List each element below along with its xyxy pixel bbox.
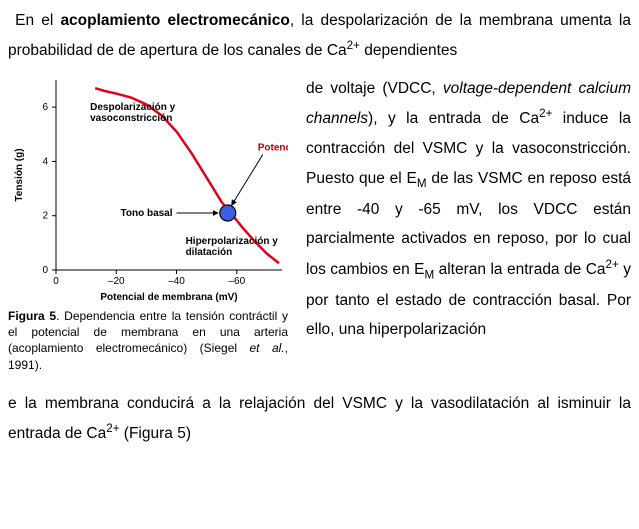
svg-text:Tono basal: Tono basal	[120, 208, 172, 219]
svg-text:0: 0	[42, 265, 48, 276]
svg-text:2: 2	[42, 211, 48, 222]
figure-5: 0 2 4 6 0 –20 –40 –60 Potencial de membrana (mV)…	[8, 74, 288, 304]
svg-text:–20: –20	[108, 276, 125, 287]
svg-text:Potencial basal: Potencial basal	[258, 143, 288, 154]
svg-text:–60: –60	[228, 276, 245, 287]
svg-text:vasoconstricción: vasoconstricción	[90, 113, 172, 124]
svg-text:Potencial de membrana (mV): Potencial de membrana (mV)	[100, 292, 237, 303]
tension-membrane-chart: 0 2 4 6 0 –20 –40 –60 Potencial de membrana (mV)…	[8, 74, 288, 304]
svg-text:Hiperpolarización y: Hiperpolarización y	[186, 236, 279, 247]
svg-text:dilatación: dilatación	[186, 247, 233, 258]
svg-text:0: 0	[53, 276, 59, 287]
svg-text:Tensión (g): Tensión (g)	[14, 148, 25, 201]
right-column-text: de voltaje (VDCC, voltage-dependent calc…	[306, 74, 631, 345]
svg-text:–40: –40	[168, 276, 185, 287]
intro-paragraph: En el acoplamiento electromecánico, la d…	[8, 6, 631, 66]
svg-text:6: 6	[42, 102, 48, 113]
figure-5-caption: Figura 5. Dependencia entre la tensión c…	[8, 308, 288, 373]
svg-text:4: 4	[42, 156, 48, 167]
svg-text:Despolarización y: Despolarización y	[90, 102, 175, 113]
final-paragraph: e la membrana conducirá a la relajación …	[8, 389, 631, 449]
